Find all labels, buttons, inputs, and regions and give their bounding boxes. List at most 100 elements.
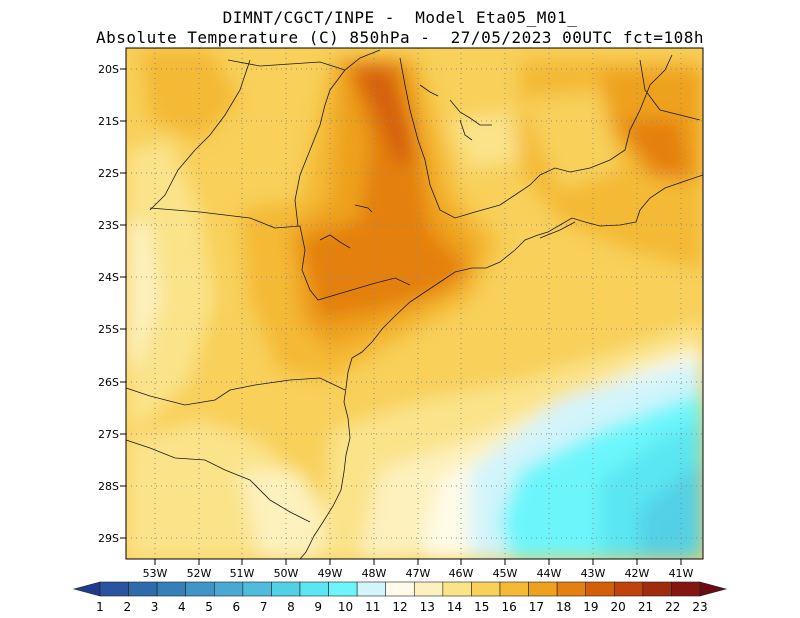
colorbar xyxy=(72,581,728,597)
colorbar-swatch xyxy=(528,581,558,597)
field-west-14 xyxy=(126,140,215,430)
border-sp-west xyxy=(294,69,346,227)
map-title-line1: DIMNT/CGCT/INPE - Model Eta05_M01_ xyxy=(222,8,578,27)
colorbar-label: 19 xyxy=(583,600,598,614)
colorbar-label: 7 xyxy=(260,600,268,614)
colorbar-label: 20 xyxy=(611,600,626,614)
border-rj xyxy=(539,221,576,239)
colorbar-arrow-high xyxy=(699,581,728,597)
colorbar-swatch xyxy=(99,581,129,597)
colorbar-label: 18 xyxy=(556,600,571,614)
colorbar-swatch xyxy=(185,581,215,597)
lat-label: 20S xyxy=(98,63,119,76)
lon-label: 43W xyxy=(581,567,606,580)
colorbar-swatch xyxy=(613,581,644,597)
colorbar-swatch xyxy=(671,581,701,597)
lon-label: 50W xyxy=(274,567,299,580)
field-ne-18 xyxy=(620,120,690,180)
lat-label: 21S xyxy=(98,115,119,128)
lat-label: 26S xyxy=(98,376,119,389)
colorbar-label: 22 xyxy=(665,600,680,614)
colorbar-swatch xyxy=(299,581,329,597)
colorbar-swatch xyxy=(328,581,358,597)
colorbar-label: 4 xyxy=(178,600,186,614)
lat-label: 23S xyxy=(98,219,119,232)
reservoir-mg xyxy=(419,84,492,141)
map-title-line2: Absolute Temperature (C) 850hPa - 27/05/… xyxy=(96,28,704,47)
colorbar-label: 1 xyxy=(96,600,104,614)
colorbar-swatch xyxy=(556,581,587,597)
lon-label: 52W xyxy=(187,567,212,580)
colorbar-swatch xyxy=(471,581,501,597)
colorbar-swatch xyxy=(585,581,615,597)
lon-label: 48W xyxy=(362,567,387,580)
border-ms-mg xyxy=(227,49,381,71)
field-ocean-8 xyxy=(640,460,703,559)
colorbar-label: 10 xyxy=(338,600,353,614)
colorbar-swatch xyxy=(128,581,158,597)
colorbar-swatch xyxy=(356,581,387,597)
colorbar-swatch xyxy=(213,581,244,597)
lat-label: 25S xyxy=(98,323,119,336)
lat-label: 29S xyxy=(98,532,119,545)
colorbar-swatch xyxy=(385,581,415,597)
colorbar-swatch xyxy=(642,581,672,597)
lon-label: 46W xyxy=(449,567,474,580)
lon-label: 45W xyxy=(493,567,518,580)
colorbar-label: 5 xyxy=(205,600,213,614)
field-west-13 xyxy=(126,220,160,370)
colorbar-label: 2 xyxy=(123,600,131,614)
coastline-and-borders xyxy=(126,49,703,559)
border-ms-sp xyxy=(149,59,251,211)
reservoir-sp xyxy=(319,204,373,249)
lat-labels: 20S 21S 22S 23S 24S 25S 26S 27S 28S 29S xyxy=(98,63,119,545)
lon-label: 44W xyxy=(537,567,562,580)
border-es xyxy=(639,59,701,121)
lon-label: 53W xyxy=(143,567,168,580)
lon-label: 42W xyxy=(625,567,650,580)
colorbar-swatch xyxy=(242,581,272,597)
coastline xyxy=(299,174,703,559)
lat-label: 22S xyxy=(98,167,119,180)
border-pr-sp xyxy=(149,207,411,301)
lon-label: 41W xyxy=(669,567,694,580)
colorbar-label: 21 xyxy=(638,600,653,614)
lon-label: 47W xyxy=(406,567,431,580)
lon-label: 49W xyxy=(318,567,343,580)
colorbar-label: 17 xyxy=(529,600,544,614)
colorbar-label: 12 xyxy=(392,600,407,614)
border-sc-rs xyxy=(126,439,311,523)
colorbar-swatch xyxy=(271,581,301,597)
colorbar-label: 3 xyxy=(151,600,159,614)
colorbar-label: 14 xyxy=(447,600,462,614)
colorbar-label: 8 xyxy=(287,600,295,614)
colorbar-labels: 1 2 3 4 5 6 7 8 9 10 11 12 13 14 15 16 17 18 19 20 21 22 23 xyxy=(96,600,707,614)
colorbar-label: 16 xyxy=(501,600,516,614)
field-mg-14 xyxy=(450,110,520,170)
axis-ticks xyxy=(120,68,682,565)
border-mg-sp xyxy=(399,54,673,219)
lon-label: 51W xyxy=(230,567,255,580)
lat-label: 28S xyxy=(98,480,119,493)
colorbar-label: 23 xyxy=(692,600,707,614)
graticule xyxy=(126,48,703,559)
lat-label: 27S xyxy=(98,428,119,441)
colorbar-label: 9 xyxy=(314,600,322,614)
colorbar-label: 6 xyxy=(233,600,241,614)
colorbar-swatch xyxy=(499,581,529,597)
colorbar-swatch xyxy=(156,581,187,597)
colorbar-label: 11 xyxy=(365,600,380,614)
field-nw-16 xyxy=(140,50,240,140)
colorbar-swatch xyxy=(413,581,444,597)
temperature-field xyxy=(126,48,703,559)
colorbar-swatch xyxy=(442,581,472,597)
field-core-19 xyxy=(355,70,415,165)
field-ne-15 xyxy=(520,90,620,190)
field-core-18 xyxy=(300,60,470,320)
border-pr-sc xyxy=(126,377,346,406)
colorbar-arrow-low xyxy=(72,581,101,597)
colorbar-label: 15 xyxy=(474,600,489,614)
lat-label: 24S xyxy=(98,271,119,284)
map-frame xyxy=(125,47,704,560)
